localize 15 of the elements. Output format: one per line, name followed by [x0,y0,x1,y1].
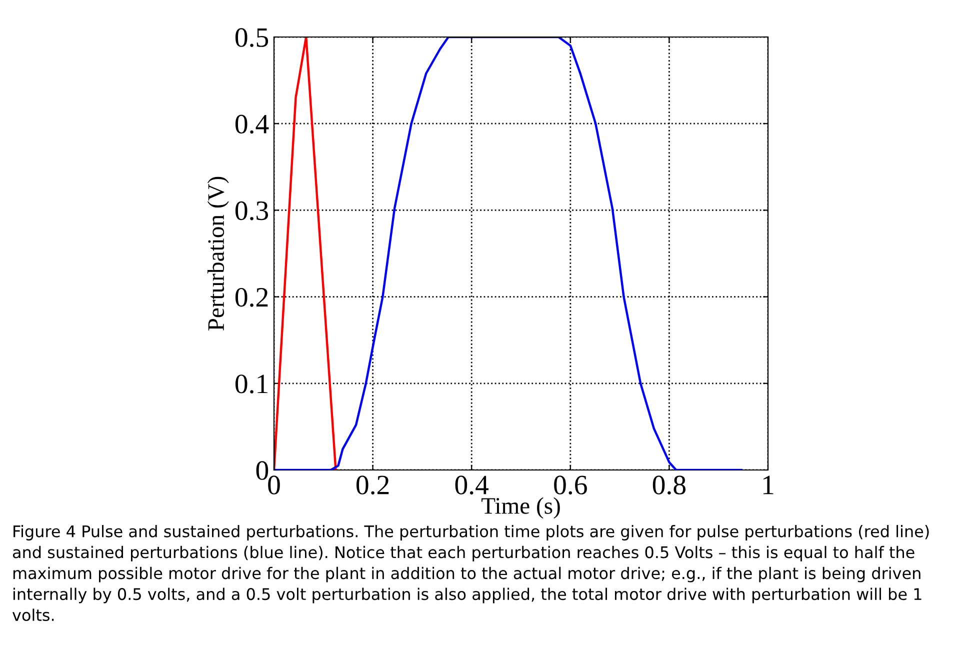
y-tick-label: 0.4 [235,114,269,134]
x-tick-label: 0.6 [554,476,587,495]
y-tick-label: 0.3 [235,201,268,220]
y-tick-label: 0.5 [235,28,268,48]
y-axis-title: Perturbation (V) [207,176,229,331]
x-tick-label: 0.4 [455,476,489,495]
x-tick-label: 0 [268,476,280,494]
y-tick-label: 0 [256,461,268,480]
y-tick-label: 0.2 [235,288,268,307]
caption: Figure 4 Pulse and sustained perturbations. The perturbation time plots are given for pulse perturbations (red line) and sustained perturbations (blue line). Notice that each perturbation reaches 0.5 Volts – this is equal to half the maximum possible motor drive for the plant in addition to the actual motor drive; e.g., if the plant is being driven internally by 0.5 volts, and a 0.5 volt perturbation is also applied, the total motor drive with perturbation will be 1 volts. [12,525,929,622]
x-axis-title: Time (s) [482,497,560,519]
x-tick-label: 1 [764,476,774,494]
x-tick-label: 0.8 [652,476,686,495]
y-tick-label: 0.1 [235,374,268,394]
x-tick-label: 0.2 [356,476,389,495]
